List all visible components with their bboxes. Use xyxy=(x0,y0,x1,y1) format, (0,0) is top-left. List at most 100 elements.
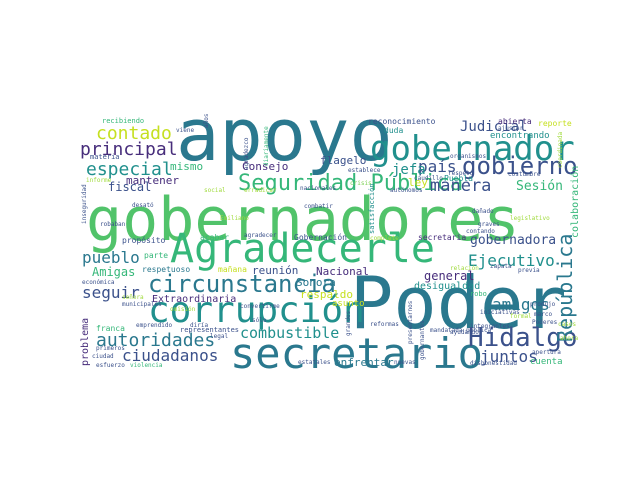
word-judicial: Judicial xyxy=(460,119,527,135)
word-pais: país xyxy=(418,157,457,176)
word-formal: formal xyxy=(510,313,532,320)
word-respetuoso: respetuoso xyxy=(142,265,190,274)
word-estatales: estatales xyxy=(298,359,331,366)
word-combustible: combustible xyxy=(240,324,339,342)
word-principal: principal xyxy=(80,139,178,160)
word-hidalgo: Hidalgo xyxy=(468,323,578,353)
word-solo: sólo xyxy=(252,317,267,324)
word-reporte: reporte xyxy=(538,119,572,128)
word-proposito: propósito xyxy=(122,235,166,245)
word-apoyo: apoyo xyxy=(176,93,393,177)
word-sonora: Sonora xyxy=(296,276,336,289)
word-sesion: Sesión xyxy=(516,179,563,194)
word-reunion: reunión xyxy=(252,264,298,277)
word-social: social xyxy=(204,187,226,194)
word-franca: franca xyxy=(96,324,125,333)
word-marco: marco xyxy=(534,311,552,318)
word-emiliano: Emiliano xyxy=(220,215,249,222)
word-seguir: seguir xyxy=(82,283,140,302)
word-reconocimiento: reconocimiento xyxy=(368,117,436,126)
word-autonomos: autónomos xyxy=(390,187,423,194)
word-inseguridad: inseguridad xyxy=(81,184,88,224)
word-gobernantes: gobernantes xyxy=(419,320,426,360)
word-duda: duda xyxy=(384,126,403,135)
word-apertura: apertura xyxy=(532,349,561,356)
word-general: general xyxy=(424,269,475,283)
word-diria: diría xyxy=(190,322,208,329)
word-violencia: violencia xyxy=(130,362,163,369)
word-acabar: acabar xyxy=(200,233,229,242)
word-economica: económica xyxy=(82,279,115,286)
word-gobernador: gobernador xyxy=(370,129,575,169)
word-reformas: reformas xyxy=(370,321,399,328)
word-organismos: organismos xyxy=(450,153,487,160)
word-ahora: ahora xyxy=(560,335,578,342)
word-materia: materia xyxy=(90,153,120,161)
word-primeros: primeros xyxy=(96,345,125,352)
word-manera: manera xyxy=(430,176,491,196)
word-convertirme: convertirme xyxy=(240,303,280,310)
word-gobierno: gobierno xyxy=(462,152,578,180)
word-combatir: combatir xyxy=(304,203,333,210)
word-poderes: Poderes xyxy=(532,319,558,326)
word-mantener: mantener xyxy=(126,174,179,187)
word-juntos: juntos xyxy=(480,347,538,366)
word-esfuerzo: esfuerzo xyxy=(96,362,125,369)
word-respeto: respeto xyxy=(448,170,474,177)
word-amigos: amigos xyxy=(492,295,550,314)
word-extraordinaria: Extraordinaria xyxy=(152,294,236,305)
word-caudillo: caudillo xyxy=(414,175,443,182)
word-relacion: relación xyxy=(450,265,479,272)
word-mismo: mismo xyxy=(170,160,203,173)
word-omision: omisión xyxy=(170,306,196,313)
word-poder: Poder xyxy=(350,261,567,345)
word-agradecerle: Agradecerle xyxy=(170,226,435,272)
word-legislativo: legislativo xyxy=(510,215,550,222)
word-secretaria: secretaria xyxy=(418,233,466,242)
word-ajustar: ajustar xyxy=(498,125,524,132)
word-fiscal: fiscal xyxy=(108,180,151,194)
word-asunto: asunto xyxy=(332,299,365,309)
word-ejecutivo: Ejecutivo xyxy=(468,251,555,270)
word-enfrentar: enfrentar xyxy=(334,356,394,369)
word-crisis: crisis xyxy=(350,180,372,187)
word-nuevas: nuevas xyxy=(394,359,416,366)
word-ciudad: ciudad xyxy=(92,353,114,360)
word-especial: especial xyxy=(86,159,173,180)
word-desigualdad: desigualdad xyxy=(414,281,480,292)
word-corrupcion: corrupción xyxy=(148,290,365,331)
word-gobernadora: gobernadora xyxy=(470,233,556,248)
word-casos: casos xyxy=(558,321,576,328)
word-diariamente: diariamente xyxy=(263,126,270,166)
word-deshonestidad: dishonestidad xyxy=(470,360,517,367)
word-emprendido: emprendido xyxy=(136,322,173,329)
word-flagelo: flagelo xyxy=(320,154,366,167)
word-desato: desató xyxy=(132,202,154,209)
word-mandatada: mandatada xyxy=(430,327,463,334)
word-ayudando: ayudando xyxy=(450,329,479,336)
word-gobernacion: Gobernación xyxy=(294,232,347,242)
word-puebla: Puebla xyxy=(444,174,473,183)
word-nacionales: nacionales xyxy=(300,185,337,192)
word-encontrando: encontrando xyxy=(490,131,550,141)
word-pueblo: pueblo xyxy=(82,248,140,267)
word-consejo: Consejo xyxy=(242,160,288,173)
word-coordinada: coordinada xyxy=(557,131,564,168)
word-gobernadores: gobernadores xyxy=(86,185,519,255)
word-respaldo: respaldo xyxy=(300,288,353,301)
word-secretario: secretario xyxy=(230,329,483,378)
word-iniciativas: iniciativas xyxy=(480,309,520,316)
word-informe: informe xyxy=(86,177,112,184)
word-agradecer: agradecer xyxy=(244,232,277,239)
word-amigas: Amigas xyxy=(92,265,135,279)
word-agradezco: agradezco xyxy=(243,137,250,170)
word-circunstancia: circunstancia xyxy=(148,270,336,298)
word-ley: ley xyxy=(408,176,428,189)
word-legal: legal xyxy=(210,333,228,340)
word-viene: viene xyxy=(176,127,194,134)
word-ciudadanos: ciudadanos xyxy=(122,346,218,365)
word-publica: pública xyxy=(466,327,492,334)
word-colaboracion: colaboración xyxy=(569,166,581,238)
word-grandes: grandes xyxy=(345,310,352,336)
